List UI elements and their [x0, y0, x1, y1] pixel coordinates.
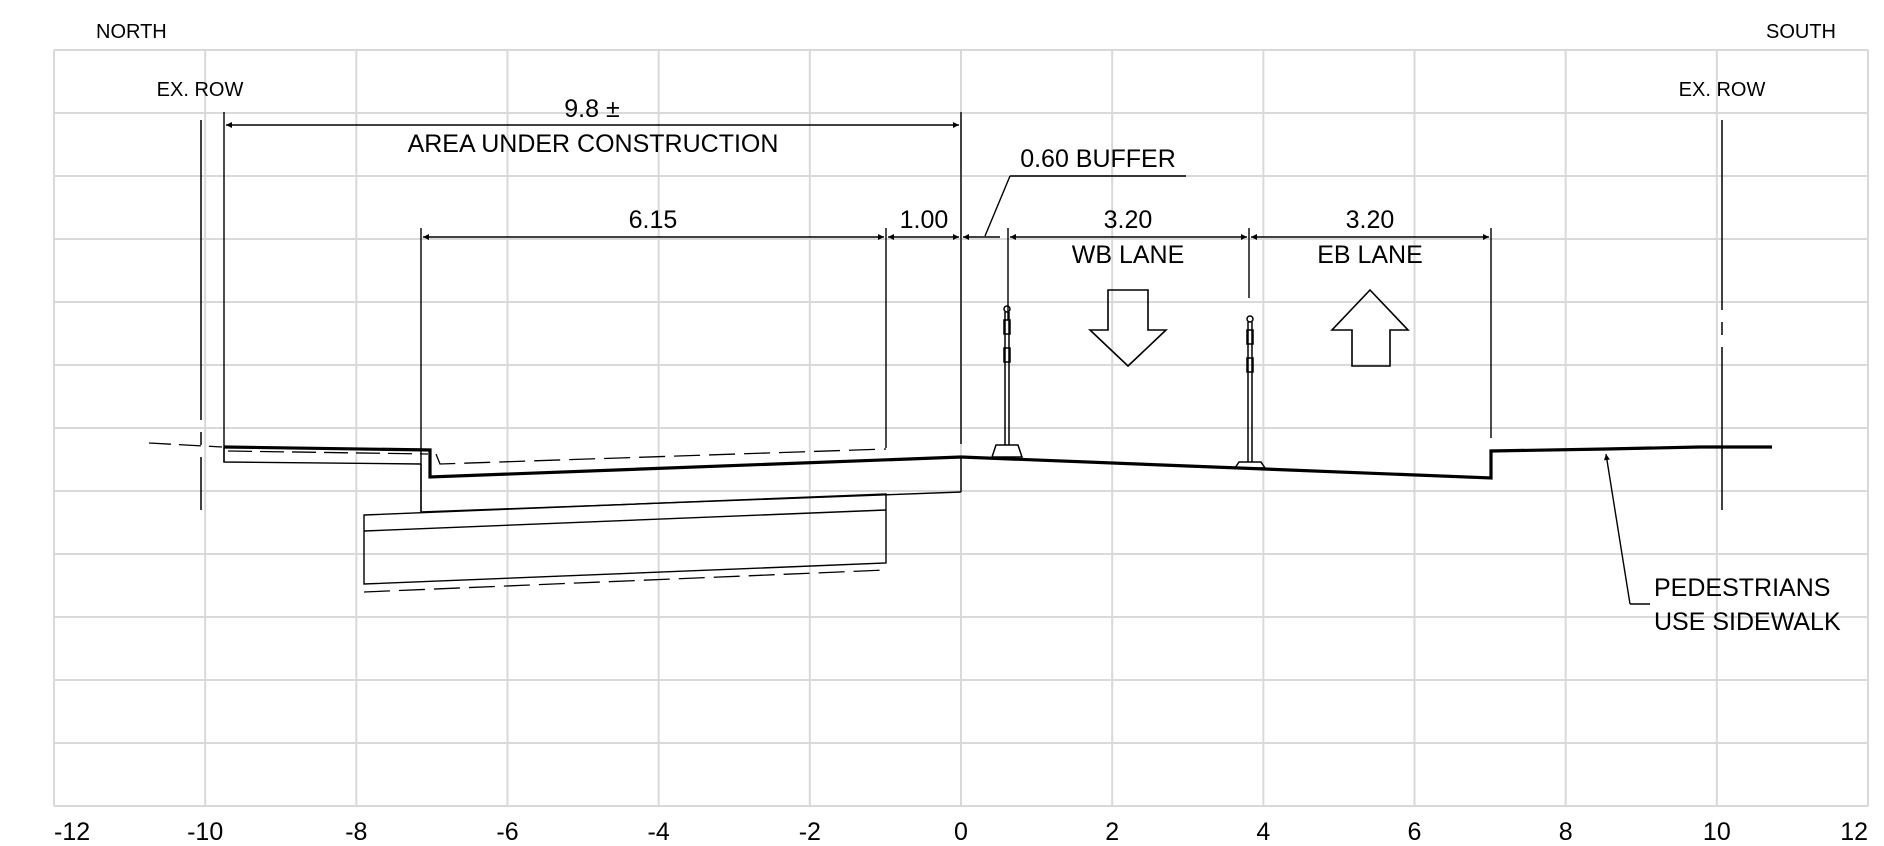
pedestrian-callout-line1: PEDESTRIANS	[1654, 574, 1830, 602]
eb-lane-label: EB LANE	[1317, 241, 1423, 269]
existing-ground-line	[148, 442, 223, 448]
x-axis: -12 -10 -8 -6 -4 -2 0 2 4 6 8 10 12	[54, 818, 1868, 846]
row-label-left: EX. ROW	[157, 79, 244, 101]
wb-lane-label: WB LANE	[1072, 241, 1185, 269]
excavation-width-text: 6.15	[629, 206, 678, 234]
pedestrian-callout-line2: USE SIDEWALK	[1654, 608, 1841, 636]
x-tick-label: -10	[187, 818, 223, 846]
x-tick-label: 12	[1840, 818, 1868, 846]
x-tick-label: -6	[496, 818, 518, 846]
x-tick-label: 4	[1256, 818, 1270, 846]
buffer-label: 0.60 BUFFER	[1020, 145, 1176, 173]
x-tick-label: -12	[54, 818, 90, 846]
construction-width-text: 9.8 ±	[564, 95, 619, 123]
x-tick-label: 10	[1703, 818, 1731, 846]
delineator-post-icon	[990, 305, 1024, 458]
existing-roadway	[960, 445, 1772, 480]
x-tick-label: 2	[1105, 818, 1119, 846]
pedestrian-leader	[1603, 453, 1650, 605]
north-label: NORTH	[96, 21, 167, 43]
arrow-up-icon	[1330, 288, 1410, 367]
lane-dimensions	[420, 175, 1492, 512]
row-label-right: EX. ROW	[1679, 79, 1766, 101]
construction-dimension	[223, 112, 962, 462]
construction-label: AREA UNDER CONSTRUCTION	[408, 130, 779, 158]
eb-width-text: 3.20	[1346, 206, 1395, 234]
x-tick-label: 6	[1408, 818, 1422, 846]
arrow-down-icon	[1087, 289, 1169, 368]
x-tick-label: 0	[954, 818, 968, 846]
x-tick-label: -8	[345, 818, 367, 846]
offset-width-text: 1.00	[900, 206, 949, 234]
south-label: SOUTH	[1766, 21, 1836, 43]
construction-pavement	[223, 445, 962, 593]
x-tick-label: -4	[648, 818, 670, 846]
delineator-post-icon	[1233, 315, 1267, 469]
x-tick-label: -2	[799, 818, 821, 846]
wb-width-text: 3.20	[1104, 206, 1153, 234]
x-tick-label: 8	[1559, 818, 1573, 846]
